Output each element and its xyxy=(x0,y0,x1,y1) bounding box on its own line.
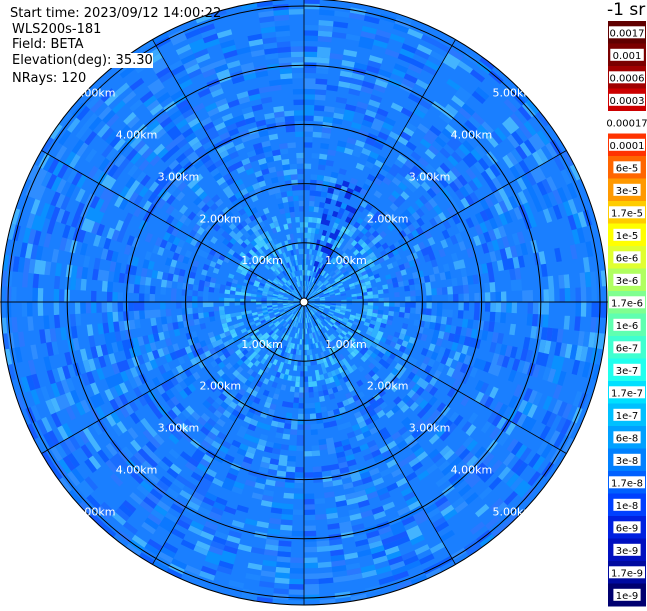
polar-grid xyxy=(0,0,610,606)
range-label-upper-right-1: 1.00km xyxy=(325,254,367,267)
azimuth-spoke-120 xyxy=(303,301,567,454)
field-cells-15 xyxy=(308,180,363,282)
colorbar-label-13: 1.7e-6 xyxy=(611,298,643,309)
azimuth-spoke-150 xyxy=(303,301,456,565)
azimuth-spoke-210 xyxy=(152,301,305,565)
colorbar-label-bg-2 xyxy=(610,48,644,61)
range-label-upper-left-1: 1.00km xyxy=(241,254,283,267)
colorbar-label-18: 1e-7 xyxy=(616,411,639,422)
colorbar-label-14: 1e-6 xyxy=(616,321,639,332)
colorbar-label-3: 0.0006 xyxy=(610,73,645,84)
colorbar-label-22: 1e-8 xyxy=(616,501,639,512)
range-label-upper-left-2: 2.00km xyxy=(200,212,242,225)
colorbar-label-15: 6e-7 xyxy=(616,343,639,354)
colorbar-label-25: 1.7e-9 xyxy=(611,568,643,579)
range-label-upper-left-3: 3.00km xyxy=(158,170,200,183)
colorbar-label-bg-23 xyxy=(613,521,641,534)
colorbar-label-6: 0.0001 xyxy=(610,141,645,152)
colorbar-label-12: 3e-6 xyxy=(616,276,639,287)
field-label: Field: BETA xyxy=(12,37,84,52)
range-label-upper-left-5: 5.00km xyxy=(74,87,116,100)
colorbar-label-20: 3e-8 xyxy=(616,456,639,467)
range-labels: 1.00km 2.00km 3.00km 4.00km 5.00km 1.00km 2.00… xyxy=(74,87,534,519)
range-label-lower-left-1: 1.00km xyxy=(241,338,283,351)
colorbar-label-2: 0.001 xyxy=(613,51,642,62)
colorbar-label-5: 0.00017 xyxy=(606,118,647,129)
colorbar-label-bg-22 xyxy=(613,498,641,511)
colorbar-label-16: 3e-7 xyxy=(616,366,639,377)
colorbar-label-9: 1.7e-5 xyxy=(611,208,643,219)
colorbar-label-bg-14 xyxy=(613,318,641,331)
range-label-lower-right-1: 1.00km xyxy=(325,338,367,351)
colorbar-label-bg-25 xyxy=(609,566,645,579)
colorbar-label-bg-8 xyxy=(613,183,641,196)
colorbar-label-bg-26 xyxy=(613,588,641,601)
range-label-lower-right-3: 3.00km xyxy=(409,422,451,435)
colorbar-label-bg-11 xyxy=(613,251,641,264)
start-time-label: Start time: 2023/09/12 14:00:22 xyxy=(10,6,222,21)
azimuth-spoke-300 xyxy=(41,150,305,303)
colorbar-label-bg-6 xyxy=(609,138,645,151)
colorbar-label-bg-16 xyxy=(613,363,641,376)
elevation-label: Elevation(deg): 35.30 xyxy=(12,53,153,68)
colorbar-label-bg-10 xyxy=(613,228,641,241)
colorbar-label-19: 6e-8 xyxy=(616,433,639,444)
range-label-lower-left-4: 4.00km xyxy=(116,463,158,476)
range-label-upper-right-2: 2.00km xyxy=(367,212,409,225)
colorbar-label-1: 0.0017 xyxy=(610,28,645,39)
azimuth-spoke-60 xyxy=(303,150,567,303)
azimuth-spoke-330 xyxy=(152,39,305,303)
colorbar-label-24: 3e-9 xyxy=(616,546,639,557)
field-cells-2 xyxy=(7,10,587,605)
colorbar-label-bg-21 xyxy=(609,476,645,489)
colorbar-label-bg-7 xyxy=(613,161,641,174)
colorbar-label-bg-9 xyxy=(609,206,645,219)
colorbar: 0.0017 0.001 0.0006 0.0003 0.00017 0.0001 6e-5… xyxy=(606,21,647,607)
range-label-upper-left-4: 4.00km xyxy=(116,129,158,142)
radar-center-marker xyxy=(299,297,309,307)
colorbar-label-bg-3 xyxy=(609,71,645,84)
colorbar-label-4: 0.0003 xyxy=(610,96,645,107)
range-label-lower-right-4: 4.00km xyxy=(451,463,493,476)
field-cells-7 xyxy=(4,13,607,584)
range-label-lower-left-5: 5.00km xyxy=(74,505,116,518)
range-label-lower-left-3: 3.00km xyxy=(158,422,200,435)
field-cells-14 xyxy=(222,217,390,388)
colorbar-label-8: 3e-5 xyxy=(616,186,639,197)
colorbar-label-bg-20 xyxy=(613,453,641,466)
field-cells-10 xyxy=(219,216,388,381)
range-label-upper-right-5: 5.00km xyxy=(493,87,535,100)
range-label-lower-right-2: 2.00km xyxy=(367,380,409,393)
colorbar-label-bg-13 xyxy=(609,296,645,309)
colorbar-label-bg-12 xyxy=(613,273,641,286)
colorbar-label-bg-18 xyxy=(613,408,641,421)
colorbar-label-7: 6e-5 xyxy=(616,163,639,174)
colorbar-label-bg-24 xyxy=(613,543,641,556)
colorbar-unit-label: -1 sr xyxy=(607,0,646,20)
colorbar-label-bg-5 xyxy=(609,116,645,129)
site-label: WLS200s-181 xyxy=(12,22,102,37)
azimuth-spoke-30 xyxy=(303,39,456,303)
field-cells-0 xyxy=(12,0,607,586)
colorbar-label-bg-15 xyxy=(613,341,641,354)
range-label-lower-right-5: 5.00km xyxy=(493,505,535,518)
colorbar-label-bg-19 xyxy=(613,431,641,444)
field-cells-3 xyxy=(6,10,597,605)
azimuth-spoke-240 xyxy=(41,301,305,454)
colorbar-label-23: 6e-9 xyxy=(616,523,639,534)
range-label-upper-right-4: 4.00km xyxy=(451,129,493,142)
colorbar-label-26: 1e-9 xyxy=(616,591,639,602)
colorbar-label-bg-17 xyxy=(609,386,645,399)
range-label-upper-right-3: 3.00km xyxy=(409,170,451,183)
nrays-label: NRays: 120 xyxy=(12,71,87,86)
colorbar-label-17: 1.7e-7 xyxy=(611,388,643,399)
colorbar-label-bg-4 xyxy=(609,93,645,106)
colorbar-label-21: 1.7e-8 xyxy=(611,478,643,489)
colorbar-label-11: 6e-6 xyxy=(616,253,639,264)
colorbar-label-10: 1e-5 xyxy=(616,231,639,242)
range-label-lower-left-2: 2.00km xyxy=(200,380,242,393)
colorbar-label-bg-1 xyxy=(609,26,645,39)
